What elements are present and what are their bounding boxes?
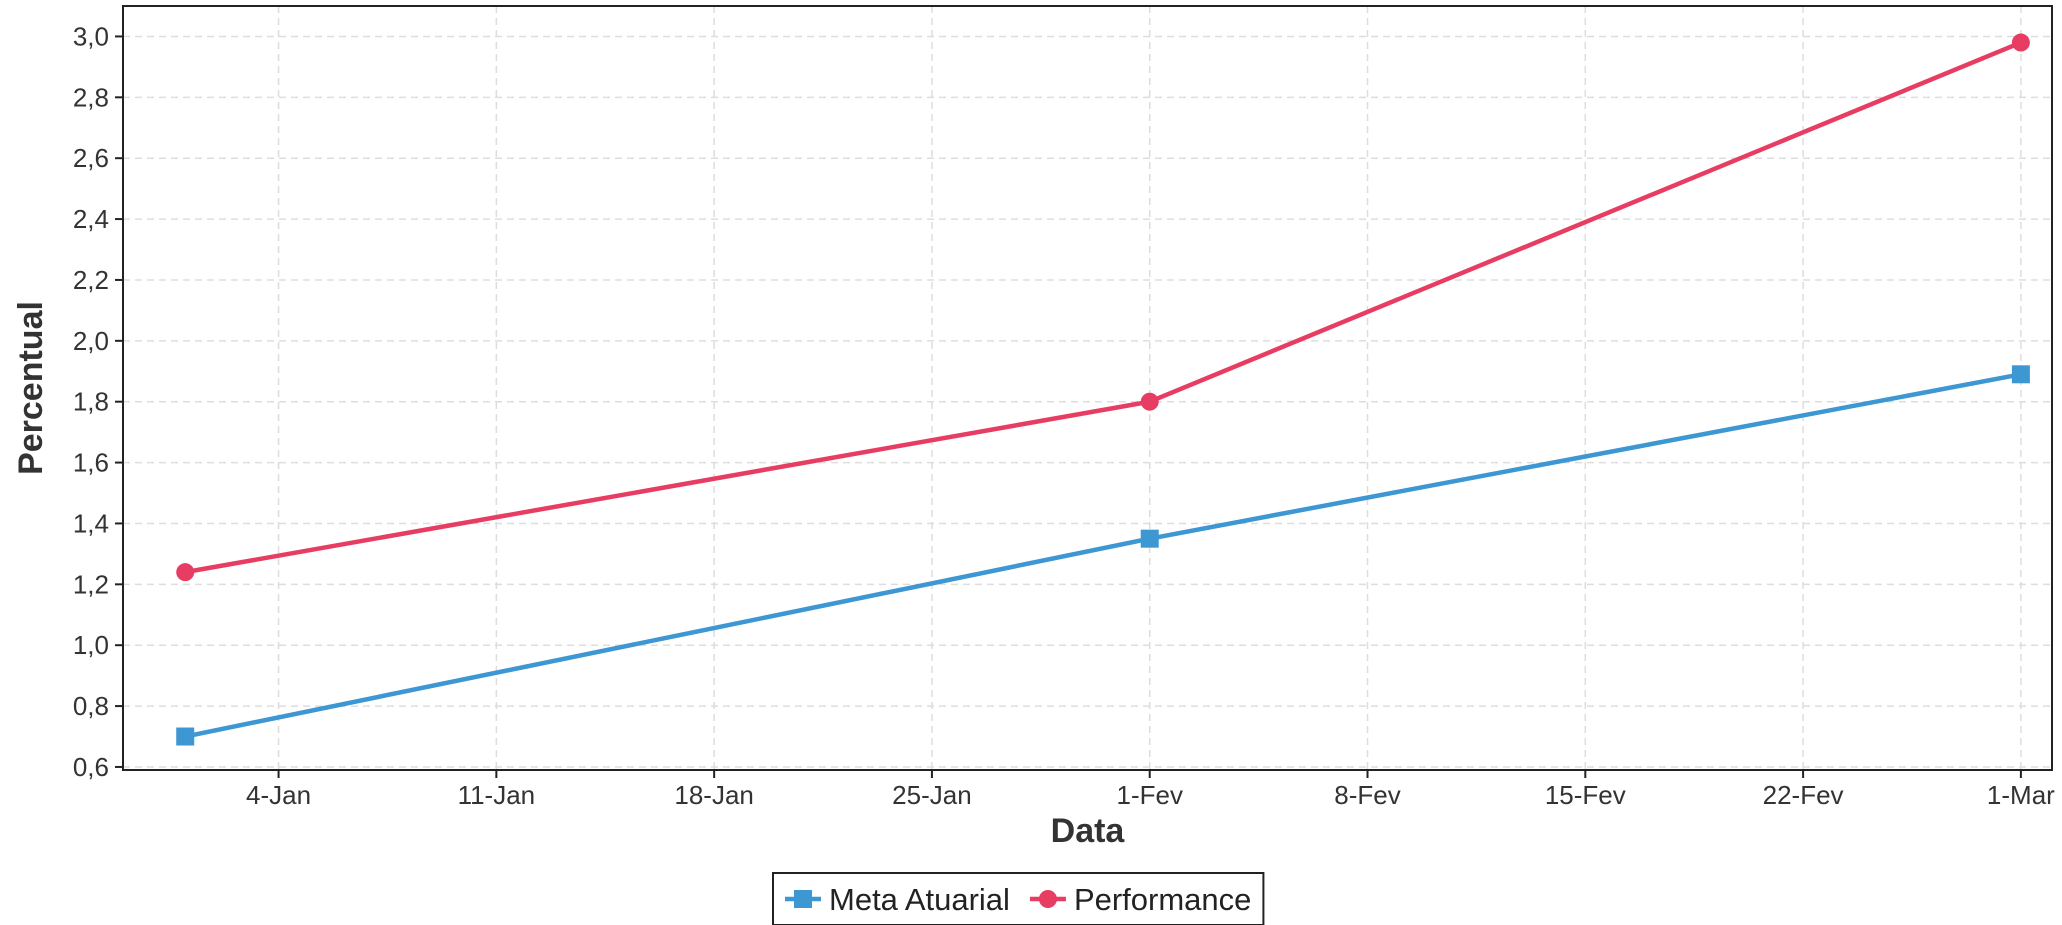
legend-items: Meta Atuarial Performance: [785, 882, 1251, 917]
y-tick-label: 3,0: [73, 21, 109, 51]
y-tick-label: 0,8: [73, 691, 109, 721]
data-point-meta-atuarial: [1140, 529, 1159, 548]
plot-area: [122, 5, 2053, 771]
legend-label-meta-atuarial: Meta Atuarial: [829, 882, 1010, 917]
y-tick-label: 1,0: [73, 630, 109, 660]
y-axis: 0,6 0,8 1,0 1,2 1,4 1,6 1,8 2,0 2,2 2,4 2,6 2,8 3,0: [73, 21, 123, 782]
x-tick-label: 1-Mar: [1987, 780, 2055, 810]
series-meta-atuarial: [176, 365, 2030, 746]
x-tick-label: 22-Fev: [1763, 780, 1844, 810]
data-point-meta-atuarial: [2011, 365, 2030, 384]
legend-item-performance: Performance: [1029, 882, 1251, 917]
legend-marker-performance: [1038, 890, 1057, 908]
y-axis-title: Percentual: [12, 301, 50, 475]
x-tick-label: 15-Fev: [1545, 780, 1626, 810]
series-layer: [176, 33, 2030, 746]
y-tick-label: 1,8: [73, 387, 109, 417]
legend-label-performance: Performance: [1074, 882, 1251, 917]
y-tick-label: 2,6: [73, 143, 109, 173]
y-tick-label: 0,6: [73, 752, 109, 782]
series-performance: [176, 33, 2030, 582]
x-tick-label: 8-Fev: [1334, 780, 1400, 810]
x-axis: 4-Jan 11-Jan 18-Jan 25-Jan 1-Fev 8-Fev 15-Fev 2…: [246, 770, 2055, 810]
y-tick-label: 2,4: [73, 204, 109, 234]
x-tick-label: 4-Jan: [246, 780, 311, 810]
legend: Meta Atuarial Performance: [772, 872, 1265, 925]
x-tick-label: 25-Jan: [892, 780, 972, 810]
y-tick-label: 1,6: [73, 448, 109, 478]
data-point-performance: [2011, 33, 2030, 52]
x-tick-label: 11-Jan: [458, 780, 536, 810]
y-tick-label: 1,4: [73, 508, 109, 538]
data-point-performance: [176, 563, 195, 582]
legend-box: [772, 872, 1265, 925]
x-tick-label: 18-Jan: [674, 780, 754, 810]
legend-marker-meta-atuarial: [794, 890, 812, 908]
data-point-performance: [1140, 392, 1159, 411]
y-tick-label: 2,0: [73, 326, 109, 356]
y-tick-label: 2,8: [73, 82, 109, 112]
y-tick-label: 2,2: [73, 265, 109, 295]
data-point-meta-atuarial: [176, 727, 195, 746]
grid: [123, 6, 2052, 770]
series-line-performance: [184, 40, 2022, 575]
legend-item-meta-atuarial: Meta Atuarial: [785, 882, 1010, 917]
x-axis-title: Data: [1051, 812, 1126, 850]
y-tick-label: 1,2: [73, 569, 109, 599]
x-tick-label: 1-Fev: [1116, 780, 1182, 810]
series-line-meta-atuarial: [184, 372, 2022, 739]
